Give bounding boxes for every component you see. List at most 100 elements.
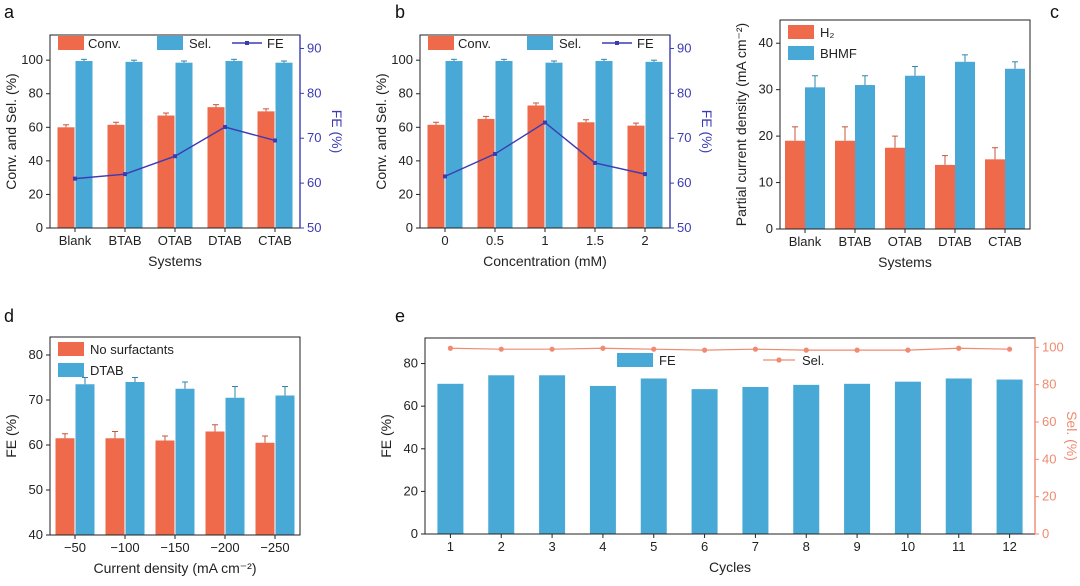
panel-c-bar-a-2: [885, 147, 905, 229]
panel-a-xlabel: Systems: [148, 253, 202, 269]
panel-d-ytick-label-3: 70: [29, 392, 43, 407]
panel-d-bar-b-3: [225, 397, 245, 535]
panel-d-xtick-label-1: −100: [110, 540, 139, 555]
panel-e-letter: e: [395, 306, 405, 326]
panel-a-legend-swatch-1: [157, 36, 183, 50]
panel-a-bar-a-1: [107, 124, 125, 228]
panel-d-ytick-label-1: 50: [29, 482, 43, 497]
panel-e-xtick-label-6: 7: [752, 539, 759, 554]
panel-e-y2label: Sel. (%): [1064, 411, 1080, 461]
panel-d-bar-a-2: [155, 440, 175, 535]
panel-b-bar-b-4: [645, 61, 663, 228]
panel-d-bar-a-3: [205, 431, 225, 535]
panel-d-legend-swatch-1: [58, 363, 84, 377]
panel-b-legend-swatch-0: [428, 36, 454, 50]
panel-b-ytick-label-2: 40: [399, 153, 413, 168]
panel-e-frame: [424, 337, 1036, 535]
panel-a-legend-label-2: FE: [267, 36, 284, 51]
panel-b-line-pt-0: [443, 174, 447, 179]
panel-a-bar-b-2: [175, 62, 193, 229]
panel-e-line-pt-2: [549, 346, 555, 352]
panel-e-line-pt-1: [498, 346, 504, 352]
panel-e-line-pt-7: [803, 347, 809, 353]
panel-e-line-pt-4: [651, 346, 657, 352]
panel-e-xtick-label-9: 10: [901, 539, 915, 554]
panel-a-line-pt-2: [173, 154, 177, 159]
panel-e-legend-line-marker: [776, 357, 782, 363]
panel-c-legend-swatch-1: [788, 46, 814, 60]
panel-c-ylabel: Partial current density (mA cm⁻²): [733, 23, 749, 226]
panel-c-bar-b-2: [905, 75, 925, 229]
panel-d-legend-label-0: No surfactants: [90, 342, 174, 357]
panel-a-line-pt-4: [273, 138, 277, 143]
panel-c-ytick-label-4: 40: [759, 35, 773, 50]
panel-c-bar-a-3: [935, 164, 955, 229]
panel-e-xtick-label-8: 9: [853, 539, 860, 554]
panel-b-line-pt-4: [643, 172, 647, 177]
panel-d-xlabel: Current density (mA cm⁻²): [94, 560, 257, 576]
panel-e-xtick-label-11: 12: [1002, 539, 1016, 554]
panel-e-bar-a-5: [691, 389, 718, 534]
panel-e-bar-a-8: [844, 383, 871, 534]
panel-d-ytick-label-0: 40: [29, 527, 43, 542]
panel-b-bar-a-4: [627, 125, 645, 228]
panel-b-line-pt-3: [593, 160, 597, 165]
panel-e-y2tick-label-4: 80: [1042, 377, 1056, 392]
panel-b-ytick-label-3: 60: [399, 119, 413, 134]
panel-e-bar-a-3: [589, 385, 616, 534]
panel-d-bar-a-4: [255, 442, 275, 535]
panel-e-line-pt-8: [854, 347, 860, 353]
panel-a-legend-label-0: Conv.: [88, 36, 121, 51]
panel-b-y2label: FE (%): [699, 110, 715, 154]
panel-d-bar-b-0: [75, 384, 95, 535]
panel-d-letter: d: [4, 306, 14, 326]
panel-a-line-pt-3: [223, 125, 227, 130]
panel-d-xtick-label-0: −50: [64, 540, 86, 555]
panel-e-legend-label-1: Sel.: [802, 353, 824, 368]
panel-a-ytick-label-3: 60: [29, 119, 43, 134]
panel-e-ytick-label-2: 40: [404, 441, 418, 456]
panel-e-legend-label-0: FE: [659, 353, 676, 368]
panel-a-ytick-label-5: 100: [21, 52, 43, 67]
panel-c-ytick-label-3: 30: [759, 82, 773, 97]
panel-c-ytick-label-0: 0: [766, 221, 773, 236]
panel-e-xtick-label-3: 4: [599, 539, 606, 554]
panel-c-legend-label-0: H₂: [820, 25, 834, 40]
panel-e-ytick-label-3: 60: [404, 398, 418, 413]
panel-b-bar-a-3: [577, 122, 595, 228]
panel-b-legend-label-1: Sel.: [559, 36, 581, 51]
panel-d-ytick-label-4: 80: [29, 347, 43, 362]
panel-b-ytick-label-4: 80: [399, 86, 413, 101]
panel-e-bar-a-2: [539, 375, 566, 534]
panel-a-bar-a-4: [257, 111, 275, 228]
panel-e-y2tick-label-2: 40: [1042, 451, 1056, 466]
panel-c-bar-b-3: [955, 61, 975, 229]
panel-e-line-pt-5: [701, 347, 708, 353]
panel-c-xtick-label-3: DTAB: [938, 234, 972, 249]
panel-a-bar-a-2: [157, 115, 175, 228]
panel-e-y2tick-label-0: 0: [1042, 526, 1049, 541]
panel-a-legend-line-marker: [245, 41, 249, 45]
panel-c-xlabel: Systems: [878, 254, 932, 270]
panel-d-bar-a-0: [55, 438, 75, 535]
panel-e-xtick-label-4: 5: [650, 539, 657, 554]
panel-a-y2label: FE (%): [329, 110, 345, 154]
panel-e-ylabel: FE (%): [378, 414, 394, 458]
panel-e-xtick-label-5: 6: [701, 539, 708, 554]
panel-e-line-pt-3: [600, 345, 606, 351]
panel-a-y2tick-label-2: 70: [307, 130, 321, 145]
panel-a-xtick-label-2: OTAB: [158, 233, 192, 248]
panel-e-bar-a-4: [640, 378, 667, 534]
panel-e-legend-swatch-0: [617, 353, 653, 367]
panel-b-line-pt-2: [543, 120, 547, 125]
panel-d-bar-b-4: [275, 395, 295, 535]
panel-c-ytick-label-1: 10: [759, 175, 773, 190]
panel-a-ytick-label-0: 0: [36, 220, 43, 235]
panel-c-bar-a-1: [835, 140, 855, 229]
panel-c-ytick-label-2: 20: [759, 128, 773, 143]
panel-b-y2tick-label-4: 90: [677, 40, 691, 55]
panel-b-line: [444, 121, 646, 178]
panel-c-bar-a-0: [785, 140, 805, 229]
panel-b-xtick-label-1: 0.5: [486, 233, 504, 248]
panel-b-bar-a-0: [427, 124, 445, 228]
